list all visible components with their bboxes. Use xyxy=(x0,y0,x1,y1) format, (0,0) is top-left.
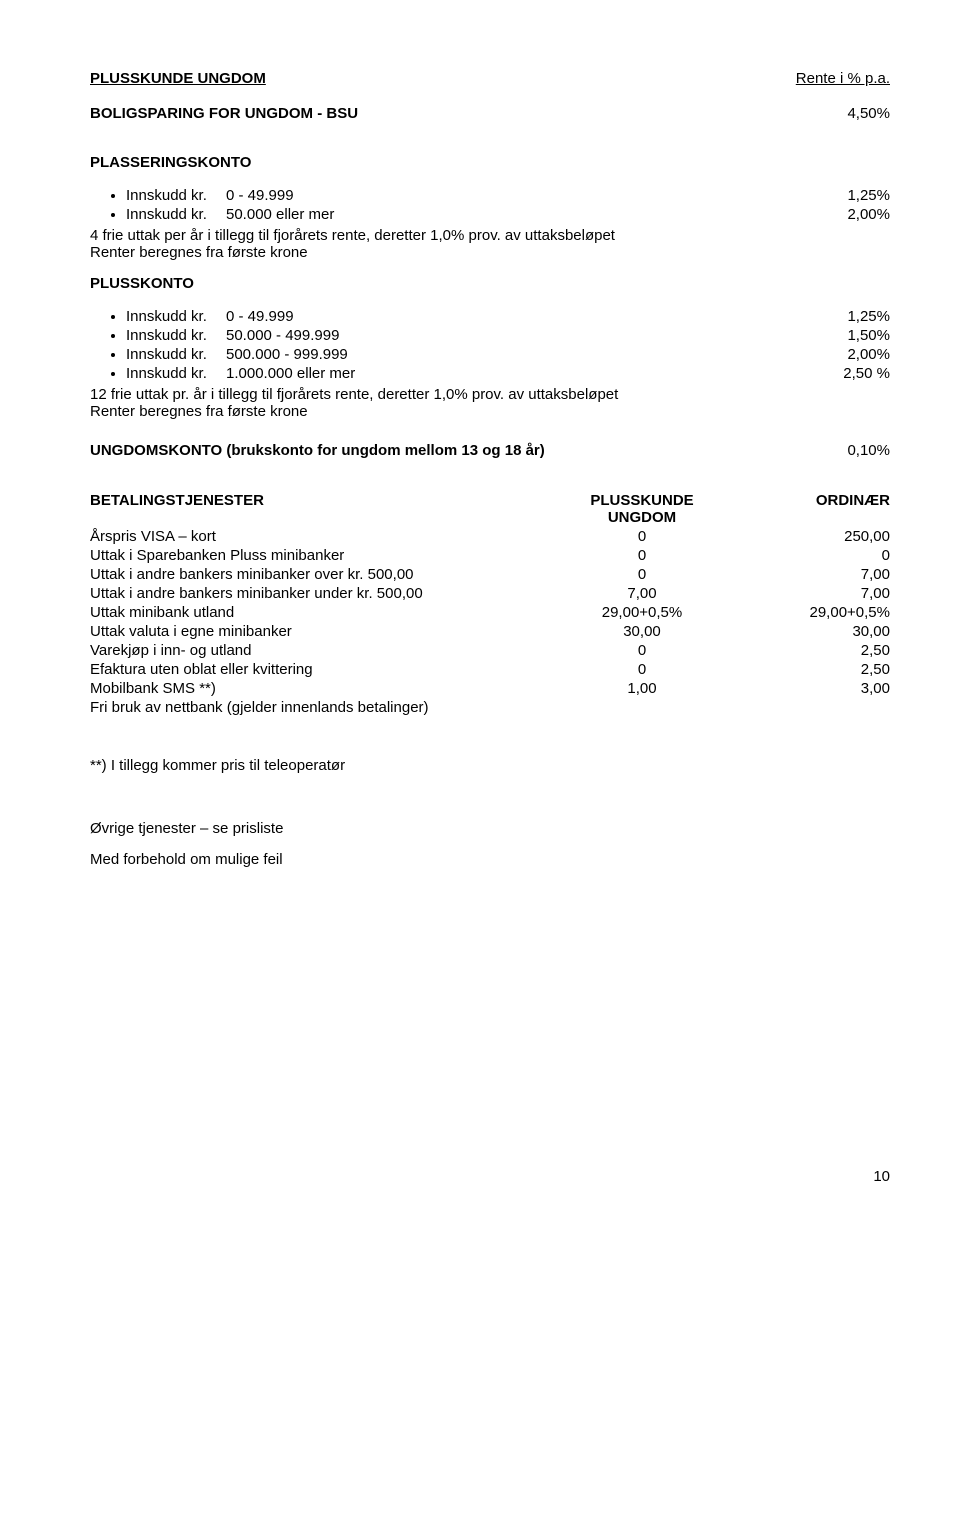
list-item: Innskudd kr.0 - 49.999 1,25% xyxy=(126,308,890,325)
item-label: Innskudd kr. xyxy=(126,365,226,382)
plasseringskonto-note1: 4 frie uttak per år i tillegg til fjorår… xyxy=(90,227,890,244)
item-value: 2,50 % xyxy=(800,365,890,382)
plusskonto-note1: 12 frie uttak pr. år i tillegg til fjorå… xyxy=(90,386,890,403)
item-label: Innskudd kr. xyxy=(126,327,226,344)
item-range: 50.000 eller mer xyxy=(226,206,334,223)
table-row: Fri bruk av nettbank (gjelder innenlands… xyxy=(90,698,890,717)
item-value: 1,25% xyxy=(800,187,890,204)
plasseringskonto-title: PLASSERINGSKONTO xyxy=(90,154,890,171)
list-item: Innskudd kr.1.000.000 eller mer 2,50 % xyxy=(126,365,890,382)
list-item: Innskudd kr.500.000 - 999.999 2,00% xyxy=(126,346,890,363)
bsu-row: BOLIGSPARING FOR UNGDOM - BSU 4,50% xyxy=(90,105,890,122)
list-item: Innskudd kr.0 - 49.999 1,25% xyxy=(126,187,890,204)
footnote: **) I tillegg kommer pris til teleoperat… xyxy=(90,757,890,774)
item-value: 2,00% xyxy=(800,346,890,363)
item-range: 0 - 49.999 xyxy=(226,187,294,204)
item-label: Innskudd kr. xyxy=(126,206,226,223)
table-row: Varekjøp i inn- og utland02,50 xyxy=(90,641,890,660)
col-header-2: PLUSSKUNDE UNGDOM xyxy=(554,491,730,527)
table-row: Mobilbank SMS **)1,003,00 xyxy=(90,679,890,698)
ungdomskonto-label: UNGDOMSKONTO (brukskonto for ungdom mell… xyxy=(90,442,545,459)
table-row: Uttak i Sparebanken Pluss minibanker00 xyxy=(90,546,890,565)
betaling-table: BETALINGSTJENESTER PLUSSKUNDE UNGDOM ORD… xyxy=(90,491,890,717)
item-label: Innskudd kr. xyxy=(126,308,226,325)
ungdomskonto-row: UNGDOMSKONTO (brukskonto for ungdom mell… xyxy=(90,442,890,459)
plusskonto-list: Innskudd kr.0 - 49.999 1,25% Innskudd kr… xyxy=(90,308,890,382)
list-item: Innskudd kr.50.000 eller mer 2,00% xyxy=(126,206,890,223)
list-item: Innskudd kr.50.000 - 499.999 1,50% xyxy=(126,327,890,344)
closing-line-1: Øvrige tjenester – se prisliste xyxy=(90,820,890,837)
plasseringskonto-list: Innskudd kr.0 - 49.999 1,25% Innskudd kr… xyxy=(90,187,890,223)
plusskonto-title: PLUSSKONTO xyxy=(90,275,890,292)
item-range: 50.000 - 499.999 xyxy=(226,327,339,344)
header-title-left: PLUSSKUNDE UNGDOM xyxy=(90,70,266,87)
page-header: PLUSSKUNDE UNGDOM Rente i % p.a. xyxy=(90,70,890,87)
item-range: 1.000.000 eller mer xyxy=(226,365,355,382)
table-row: Efaktura uten oblat eller kvittering02,5… xyxy=(90,660,890,679)
table-row: Årspris VISA – kort0250,00 xyxy=(90,527,890,546)
table-header-row: BETALINGSTJENESTER PLUSSKUNDE UNGDOM ORD… xyxy=(90,491,890,527)
bsu-label: BOLIGSPARING FOR UNGDOM - BSU xyxy=(90,105,358,122)
plasseringskonto-note2: Renter beregnes fra første krone xyxy=(90,244,890,261)
item-range: 500.000 - 999.999 xyxy=(226,346,348,363)
col-header-1: BETALINGSTJENESTER xyxy=(90,491,554,527)
bsu-value: 4,50% xyxy=(847,105,890,122)
table-row: Uttak i andre bankers minibanker over kr… xyxy=(90,565,890,584)
item-label: Innskudd kr. xyxy=(126,187,226,204)
table-row: Uttak minibank utland29,00+0,5%29,00+0,5… xyxy=(90,603,890,622)
item-value: 2,00% xyxy=(800,206,890,223)
closing-line-2: Med forbehold om mulige feil xyxy=(90,851,890,868)
page-number: 10 xyxy=(90,1168,890,1185)
col-header-3: ORDINÆR xyxy=(730,491,890,527)
item-label: Innskudd kr. xyxy=(126,346,226,363)
item-value: 1,50% xyxy=(800,327,890,344)
table-row: Uttak i andre bankers minibanker under k… xyxy=(90,584,890,603)
header-title-right: Rente i % p.a. xyxy=(796,70,890,87)
item-value: 1,25% xyxy=(800,308,890,325)
table-row: Uttak valuta i egne minibanker30,0030,00 xyxy=(90,622,890,641)
ungdomskonto-value: 0,10% xyxy=(847,442,890,459)
item-range: 0 - 49.999 xyxy=(226,308,294,325)
plusskonto-note2: Renter beregnes fra første krone xyxy=(90,403,890,420)
